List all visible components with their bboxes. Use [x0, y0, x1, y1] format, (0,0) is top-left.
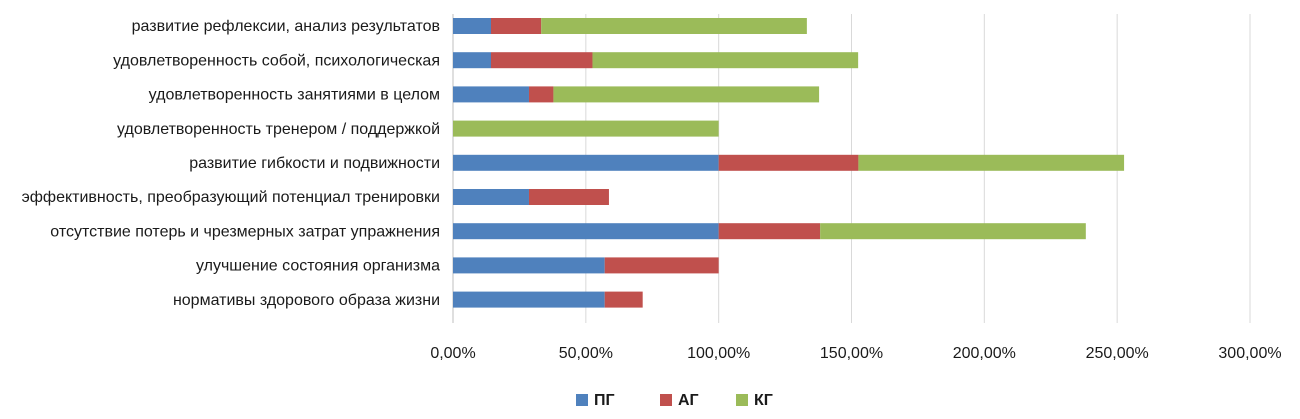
x-tick-labels: 0,00% 50,00% 100,00% 150,00% 200,00% 250,00% 3… [430, 345, 1281, 362]
category-label: нормативы здорового образа жизни [173, 292, 440, 309]
bar-segment [453, 154, 719, 171]
bars [453, 18, 1125, 308]
legend-label: АГ [678, 392, 699, 409]
bar-segment [453, 223, 719, 240]
legend-label: КГ [754, 392, 773, 409]
bar-segment [453, 86, 529, 103]
bar-segment [718, 223, 821, 240]
bar-segment [490, 52, 593, 69]
category-labels: развитие рефлексии, анализ результатов уд… [22, 18, 441, 309]
legend: ПГ АГ КГ [576, 392, 773, 409]
bar-segment [453, 291, 605, 308]
category-label: улучшение состояния организма [196, 258, 440, 275]
bar-segment [718, 154, 859, 171]
legend-swatch [736, 394, 748, 406]
category-label: удовлетворенность тренером / поддержкой [117, 121, 440, 138]
x-tick-label: 250,00% [1086, 345, 1149, 362]
bar-segment [592, 52, 859, 69]
bar-segment [453, 52, 491, 69]
category-label: развитие рефлексии, анализ результатов [132, 18, 440, 35]
bar-segment [453, 257, 605, 274]
bar-segment [604, 257, 719, 274]
legend-swatch [576, 394, 588, 406]
legend-label: ПГ [594, 392, 615, 409]
bar-segment [490, 18, 542, 34]
x-tick-label: 50,00% [559, 345, 613, 362]
bar-segment [453, 18, 491, 34]
x-tick-label: 200,00% [953, 345, 1016, 362]
x-tick-label: 300,00% [1218, 345, 1281, 362]
category-label: развитие гибкости и подвижности [189, 155, 440, 172]
bar-segment [453, 189, 529, 205]
bar-segment [604, 291, 643, 308]
bar-segment [553, 86, 820, 103]
category-label: эффективность, преобразующий потенциал т… [22, 189, 440, 206]
x-tick-label: 100,00% [687, 345, 750, 362]
bar-segment [528, 86, 554, 103]
category-label: отсутствие потерь и чрезмерных затрат уп… [50, 223, 440, 240]
legend-swatch [660, 394, 672, 406]
x-tick-label: 150,00% [820, 345, 883, 362]
category-label: удовлетворенность занятиями в целом [149, 87, 440, 104]
bar-segment [820, 223, 1086, 240]
bar-segment [528, 189, 609, 205]
category-label: удовлетворенность собой, психологическая [113, 52, 440, 69]
x-tick-label: 0,00% [430, 345, 475, 362]
bar-segment [453, 120, 719, 137]
bar-segment [541, 18, 807, 34]
bar-segment [858, 154, 1125, 171]
